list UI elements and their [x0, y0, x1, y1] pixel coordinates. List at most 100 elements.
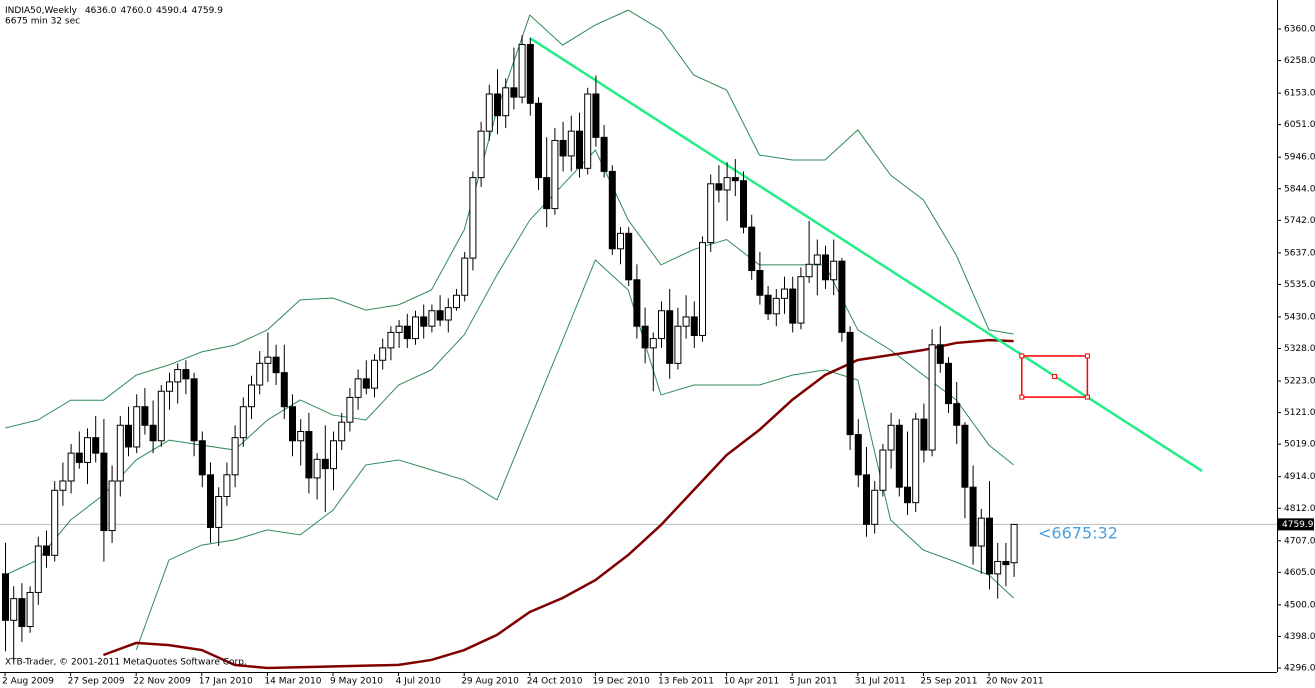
- y-tick-label: 6258.0: [1284, 56, 1315, 66]
- y-tick-label: 5535.0: [1284, 280, 1315, 290]
- candle-body: [608, 170, 616, 250]
- x-tick-label: 25 Sep 2011: [920, 677, 977, 687]
- y-tick-label: 5844.0: [1284, 184, 1315, 194]
- candle-body: [748, 226, 756, 271]
- candle-body: [838, 260, 846, 333]
- candle-body: [871, 489, 879, 525]
- candle-body: [174, 369, 182, 383]
- candle-body: [912, 418, 920, 504]
- y-tick-label: 4500.0: [1284, 600, 1315, 610]
- candle-body: [2, 573, 9, 621]
- x-tick-label: 24 Oct 2010: [527, 677, 583, 687]
- candle-body: [740, 180, 747, 228]
- indicator-line: [102, 338, 1014, 670]
- y-tick-label: 5637.0: [1284, 248, 1315, 258]
- candle-body: [879, 449, 887, 491]
- candle-body: [953, 403, 961, 426]
- y-tick-label: 4605.0: [1284, 568, 1315, 578]
- candle-body: [248, 384, 255, 408]
- candle-body: [239, 406, 247, 439]
- candle-body: [1002, 561, 1010, 566]
- last-price-label: 4759.9: [1282, 520, 1314, 530]
- candle-body: [617, 232, 624, 250]
- candle-body: [387, 331, 395, 349]
- y-tick-label: 6153.0: [1284, 89, 1315, 99]
- candle-body: [149, 424, 157, 442]
- candle-body: [502, 87, 510, 117]
- countdown: <6675:32: [1038, 524, 1118, 543]
- candle-body: [633, 279, 641, 327]
- x-tick-label: 5 Jun 2011: [789, 677, 837, 687]
- zone: [1021, 355, 1089, 398]
- indicator-line: [135, 259, 1014, 651]
- zone-handle: [1052, 374, 1058, 380]
- candle-body: [198, 440, 206, 476]
- zone-handle: [1084, 394, 1090, 400]
- candle-body: [75, 452, 83, 463]
- zone-handle: [1019, 394, 1025, 400]
- candle-body: [461, 257, 469, 296]
- candle-body: [625, 232, 633, 281]
- candle-body: [543, 177, 551, 210]
- candle-body: [362, 378, 370, 389]
- candle-body: [723, 177, 731, 191]
- candle-body: [887, 424, 895, 451]
- candle-body: [141, 406, 149, 426]
- candle-body: [666, 310, 674, 364]
- candle-body: [772, 297, 780, 315]
- candle-body: [453, 294, 460, 309]
- candle-body: [395, 325, 403, 333]
- candle-body: [207, 474, 214, 528]
- candle-body: [510, 87, 518, 98]
- subtitle: 6675 min 32 sec: [5, 17, 80, 27]
- candle-body: [674, 325, 682, 364]
- candle-body: [576, 130, 583, 169]
- y-tick-label: 5223.0: [1284, 377, 1315, 387]
- x-tick-label: 17 Jan 2010: [199, 677, 253, 687]
- candle-body: [969, 486, 977, 547]
- x-tick-label: 10 Apr 2011: [724, 677, 780, 687]
- y-tick-label: 5121.0: [1284, 408, 1315, 418]
- zone-handle: [1019, 353, 1025, 359]
- indicator-line: [4, 149, 1014, 576]
- y-tick-label: 5328.0: [1284, 344, 1315, 354]
- candle-body: [346, 396, 354, 423]
- candle-body: [84, 437, 91, 463]
- last-price-box: [1278, 518, 1314, 531]
- candle-body: [289, 406, 296, 442]
- candle-body: [444, 307, 452, 321]
- header: INDIA50,Weekly 4636.0 4760.0 4590.4 4759.9: [5, 6, 223, 16]
- x-tick-label: 27 Sep 2009: [68, 677, 125, 687]
- candle-body: [518, 43, 526, 98]
- candle-body: [26, 591, 34, 628]
- copyright: XTB-Trader, © 2001-2011 MetaQuotes Softw…: [5, 658, 247, 668]
- x-tick-label: 20 Nov 2011: [986, 677, 1044, 687]
- candle-body: [731, 177, 739, 182]
- candle-body: [412, 316, 419, 340]
- candle-body: [330, 440, 337, 470]
- candle-body: [904, 486, 911, 504]
- candle-body: [338, 421, 346, 442]
- candle-body: [477, 130, 485, 179]
- candle-body: [92, 437, 100, 454]
- candle-body: [707, 183, 715, 244]
- candle-body: [977, 517, 985, 547]
- candle-body: [223, 474, 231, 497]
- symbol: INDIA50,Weekly: [5, 6, 78, 16]
- candle-body: [690, 316, 698, 336]
- candle-body: [535, 102, 542, 179]
- x-tick-label: 19 Dec 2010: [592, 677, 650, 687]
- candle-body: [428, 310, 436, 327]
- candle-body: [567, 130, 575, 157]
- candle-body: [182, 369, 190, 380]
- candle-body: [280, 372, 288, 408]
- high-label: 4760.0: [120, 6, 152, 16]
- candle-body: [231, 437, 239, 476]
- y-tick-label: 5430.0: [1284, 312, 1315, 322]
- candle-body: [264, 356, 272, 364]
- open-label: 4636.0: [85, 6, 117, 16]
- candle-body: [936, 344, 944, 364]
- candle-body: [321, 458, 329, 470]
